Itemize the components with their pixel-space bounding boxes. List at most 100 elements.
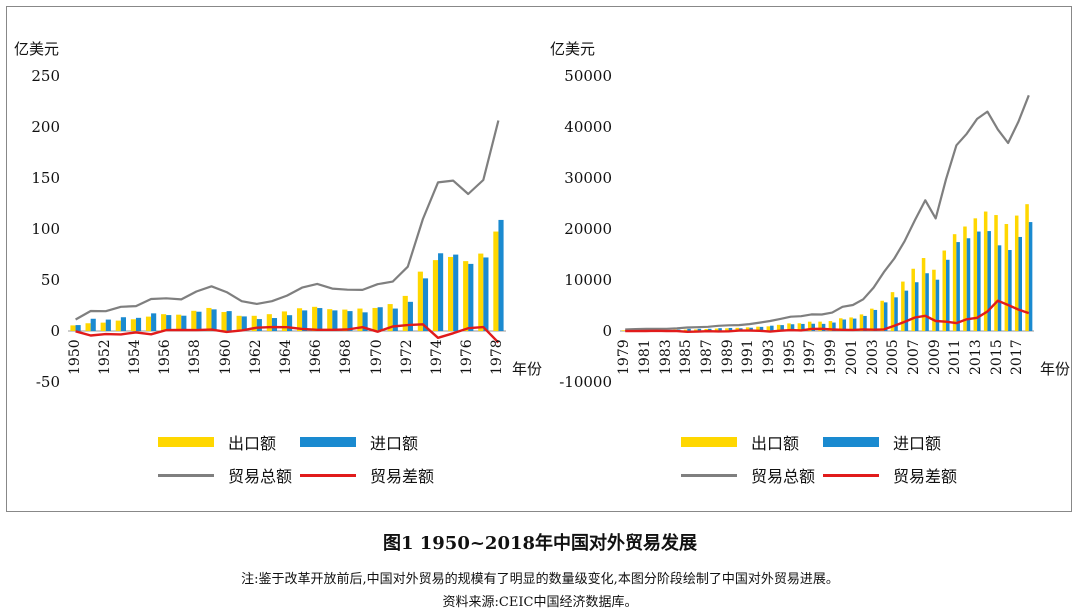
figure-frame	[6, 6, 1072, 512]
left-x-tick-label: 1956	[157, 339, 174, 375]
left-y-tick-label: -50	[35, 373, 60, 391]
right-bar-export	[735, 327, 740, 331]
left-x-tick-label: 1972	[398, 339, 415, 375]
legend-swatch-balance	[823, 473, 879, 477]
left-legend-balance: 贸易差额	[300, 463, 434, 487]
left-bar-export	[357, 308, 363, 331]
right-bar-import	[1018, 236, 1022, 331]
legend-label-balance: 贸易差额	[370, 467, 435, 486]
left-x-unit-label: 年份	[512, 360, 543, 378]
left-bar-import	[498, 219, 504, 331]
left-bar-import	[377, 307, 383, 331]
right-legend-export: 出口额	[681, 430, 799, 454]
right-bar-import	[997, 245, 1002, 331]
left-bar-export	[463, 261, 469, 331]
left-bar-export	[387, 304, 393, 331]
left-bar-export	[145, 316, 152, 331]
left-bar-import	[483, 257, 489, 331]
right-y-tick-label: 10000	[564, 271, 612, 289]
right-y-tick-label: 50000	[564, 67, 612, 85]
right-bar-import	[790, 324, 795, 331]
figure-note: 注:鉴于改革开放前后,中国对外贸易的规模有了明显的数量级变化,本图分阶段绘制了中…	[241, 572, 839, 587]
left-line-balance	[75, 323, 500, 344]
legend-swatch-balance	[300, 473, 356, 477]
right-x-tick-label: 2017	[1009, 339, 1026, 375]
right-bar-import	[925, 273, 929, 331]
right-bar-export	[1014, 215, 1019, 331]
left-x-tick-label: 1958	[187, 339, 204, 375]
left-bar-import	[120, 317, 126, 331]
right-x-tick-label: 1979	[616, 339, 633, 375]
right-bar-import	[977, 231, 981, 331]
left-bar-export	[296, 308, 303, 331]
left-x-tick-label: 1950	[66, 339, 83, 375]
left-bar-export	[432, 260, 439, 331]
legend-swatch-import	[823, 437, 879, 447]
left-bar-export	[236, 315, 242, 331]
right-bar-export	[714, 328, 719, 331]
left-bar-export	[251, 315, 257, 331]
right-bar-import	[852, 318, 857, 331]
left-bar-export	[281, 311, 287, 331]
left-bar-export	[100, 322, 106, 331]
left-bar-import	[302, 310, 308, 331]
left-bar-import	[75, 325, 81, 331]
legend-swatch-total	[681, 473, 737, 477]
right-bar-import	[842, 319, 847, 331]
right-y-unit-label: 亿美元	[550, 40, 596, 58]
left-y-tick-label: 200	[31, 118, 60, 136]
left-x-tick-label: 1966	[308, 339, 325, 375]
right-bar-import	[883, 302, 888, 331]
right-bar-export	[952, 234, 957, 331]
right-x-tick-label: 1985	[678, 339, 695, 375]
right-bar-import	[1008, 250, 1012, 331]
right-bar-export	[994, 215, 998, 331]
left-line-total	[75, 120, 500, 321]
left-x-tick-label: 1964	[278, 339, 294, 375]
right-line-total	[625, 94, 1030, 331]
right-x-tick-label: 1993	[761, 339, 778, 375]
right-bar-export	[963, 226, 967, 331]
left-legend-total: 贸易总额	[158, 463, 292, 487]
left-bar-export	[478, 253, 484, 331]
figure-title: 图1 1950~2018年中国对外贸易发展	[382, 533, 698, 554]
right-bar-export	[704, 328, 708, 331]
right-bar-import	[956, 242, 960, 331]
right-bar-export	[911, 268, 915, 331]
left-x-tick-label: 1974	[429, 339, 446, 375]
left-bar-export	[312, 306, 318, 331]
left-bar-import	[332, 310, 338, 331]
right-bar-export	[932, 269, 936, 331]
right-bar-import	[749, 327, 753, 331]
right-x-tick-label: 2001	[843, 339, 860, 375]
right-bar-export	[839, 318, 843, 331]
left-bar-export	[85, 323, 91, 331]
left-bar-export	[266, 314, 272, 331]
legend-label-import: 进口额	[370, 434, 419, 453]
right-bar-import	[801, 323, 805, 331]
left-bar-import	[317, 308, 323, 331]
right-bar-export	[807, 321, 812, 331]
right-bar-export	[776, 324, 781, 331]
figure-source: 资料来源:CEIC中国经济数据库。	[442, 595, 638, 610]
right-x-tick-label: 2009	[926, 339, 943, 375]
left-bar-export	[206, 307, 212, 331]
right-bar-import	[780, 325, 784, 331]
left-bar-export	[417, 271, 423, 331]
right-x-unit-label: 年份	[1040, 360, 1071, 378]
right-bar-export	[859, 314, 864, 331]
right-bar-export	[901, 281, 905, 331]
left-bar-import	[241, 316, 247, 331]
right-bar-import	[707, 328, 712, 331]
right-bar-import	[728, 327, 733, 331]
left-bar-import	[196, 311, 202, 331]
left-bar-import	[362, 312, 368, 331]
left-x-tick-label: 1954	[126, 339, 143, 375]
right-bar-import	[914, 282, 919, 331]
right-bar-export	[880, 300, 884, 331]
left-bar-import	[105, 319, 111, 331]
left-bar-import	[211, 309, 217, 331]
left-bar-import	[151, 313, 157, 331]
left-bar-import	[256, 319, 262, 331]
